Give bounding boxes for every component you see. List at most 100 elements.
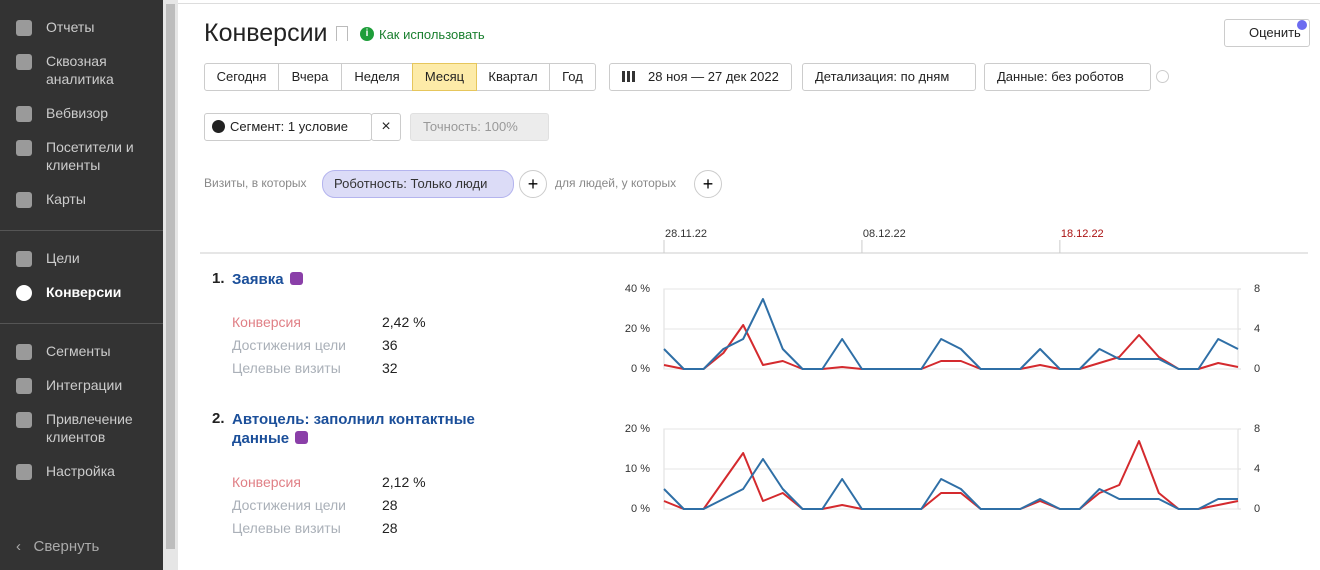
- detail-select[interactable]: Детализация: по дням: [802, 63, 977, 91]
- nav-icon: [16, 378, 32, 394]
- collapse-label: Свернуть: [33, 538, 100, 555]
- y2-tick-label: 0: [1254, 503, 1260, 515]
- sidebar-separator: [0, 230, 163, 231]
- data-select[interactable]: Данные: без роботов: [984, 63, 1151, 91]
- nav-item[interactable]: Отчеты: [46, 19, 95, 35]
- nav-item[interactable]: Сегменты: [46, 343, 111, 359]
- help-link[interactable]: Как использовать: [379, 27, 485, 42]
- date-picker[interactable]: 28 ноя — 27 дек 2022: [609, 63, 792, 91]
- y2-tick-label: 0: [1254, 363, 1260, 375]
- period-button[interactable]: Год: [549, 63, 596, 91]
- segment-select[interactable]: Сегмент: 1 условие: [204, 113, 372, 141]
- segment-icon: [212, 120, 225, 133]
- y-tick-label: 40 %: [625, 283, 650, 295]
- y2-tick-label: 4: [1254, 463, 1260, 475]
- nav-icon: [16, 106, 32, 122]
- nav-item[interactable]: Интеграции: [46, 377, 123, 393]
- metric-value: 28: [382, 497, 398, 513]
- nav-item[interactable]: Конверсии: [46, 284, 122, 300]
- metric-value: 36: [382, 337, 398, 353]
- nav-icon: [16, 20, 32, 36]
- sidebar: ‹ Свернуть Отчеты Сквозная аналитика Вебви…: [0, 0, 163, 570]
- y-tick-label: 20 %: [625, 323, 650, 335]
- collapse-button[interactable]: ‹ Свернуть: [16, 538, 100, 555]
- period-button[interactable]: Вчера: [278, 63, 342, 91]
- metric-value: 2,12 %: [382, 474, 426, 490]
- y-tick-label: 0 %: [631, 363, 650, 375]
- nav-item[interactable]: Цели: [46, 250, 80, 266]
- nav-icon: [16, 412, 32, 428]
- y2-tick-label: 4: [1254, 323, 1260, 335]
- timeline-label: 08.12.22: [863, 228, 906, 240]
- metric-label: Конверсия: [232, 314, 301, 330]
- goal-title[interactable]: Заявка: [232, 270, 502, 289]
- timeline-label: 28.11.22: [665, 228, 707, 240]
- metric-label: Достижения цели: [232, 337, 347, 353]
- date-range: 28 ноя — 27 дек 2022: [648, 69, 779, 84]
- calendar-icon: [622, 71, 636, 82]
- scroll-thumb[interactable]: [166, 4, 175, 549]
- y-tick-label: 20 %: [625, 423, 650, 435]
- goal-chart: 0 % 10 % 20 % 0 4 8: [625, 423, 1260, 515]
- metric-label: Конверсия: [232, 474, 301, 490]
- series-line: [663, 298, 1239, 370]
- series-line: [663, 324, 1239, 370]
- metric-value: 32: [382, 360, 398, 376]
- period-button[interactable]: Квартал: [476, 63, 550, 91]
- detail-label: Детализация: по дням: [815, 69, 950, 84]
- timeline: 28.11.22 08.12.22 18.12.22: [200, 228, 1308, 254]
- series-line: [663, 458, 1238, 510]
- add-people-filter[interactable]: +: [694, 170, 722, 198]
- metric-label: Целевые визиты: [232, 520, 341, 536]
- page-title: Конверсии: [204, 19, 328, 47]
- notification-dot: [1297, 20, 1307, 30]
- accuracy-select[interactable]: Точность: 100%: [410, 113, 549, 141]
- rate-label: Оценить: [1249, 25, 1301, 40]
- metric-value: 2,42 %: [382, 314, 426, 330]
- y-tick-label: 0 %: [631, 503, 650, 515]
- nav-item[interactable]: Вебвизор: [46, 105, 109, 121]
- nav-icon: [16, 54, 32, 70]
- nav-item[interactable]: Привлечение клиентов: [46, 411, 133, 445]
- period-button[interactable]: Сегодня: [204, 63, 279, 91]
- nav-item[interactable]: Посетители и клиенты: [46, 139, 134, 173]
- nav-icon: [16, 251, 32, 267]
- bookmark-icon[interactable]: [336, 26, 348, 41]
- filter-chip[interactable]: Роботность: Только люди: [322, 170, 515, 198]
- series-line: [663, 440, 1239, 510]
- people-label: для людей, у которых: [555, 176, 677, 190]
- y2-tick-label: 8: [1254, 423, 1260, 435]
- goal-title[interactable]: Автоцель: заполнил контактные данные: [232, 411, 475, 447]
- nav-icon: [16, 140, 32, 156]
- scrollbar[interactable]: [163, 0, 178, 570]
- period-button[interactable]: Месяц: [412, 63, 477, 91]
- chip-label: Роботность: Только люди: [334, 176, 488, 191]
- segment-clear[interactable]: ×: [371, 113, 401, 141]
- add-visit-filter[interactable]: +: [519, 170, 547, 198]
- nav-item[interactable]: Настройка: [46, 463, 115, 479]
- data-label: Данные: без роботов: [997, 69, 1124, 84]
- nav-icon: [16, 344, 32, 360]
- metric-label: Достижения цели: [232, 497, 347, 513]
- accuracy-label: Точность: 100%: [423, 119, 518, 134]
- help-icon: i: [360, 27, 374, 41]
- goal-type-icon: [289, 272, 303, 285]
- period-button[interactable]: Неделя: [341, 63, 413, 91]
- goal-number: 2.: [212, 410, 225, 427]
- info-icon[interactable]: [1156, 70, 1169, 83]
- metric-label: Целевые визиты: [232, 360, 341, 376]
- visits-label: Визиты, в которых: [204, 176, 307, 190]
- nav-icon: [16, 192, 32, 208]
- nav-item[interactable]: Карты: [46, 191, 86, 207]
- nav-icon: [16, 464, 32, 480]
- segment-label: Сегмент: 1 условие: [230, 119, 348, 134]
- timeline-label: 18.12.22: [1061, 228, 1104, 240]
- metric-value: 28: [382, 520, 398, 536]
- nav-item[interactable]: Сквозная аналитика: [46, 53, 114, 87]
- goal-chart: 0 % 20 % 40 % 0 4 8: [625, 283, 1260, 375]
- rate-button[interactable]: Оценить: [1224, 19, 1310, 47]
- y-tick-label: 10 %: [625, 463, 650, 475]
- top-border: [178, 3, 1320, 4]
- sidebar-separator: [0, 323, 163, 324]
